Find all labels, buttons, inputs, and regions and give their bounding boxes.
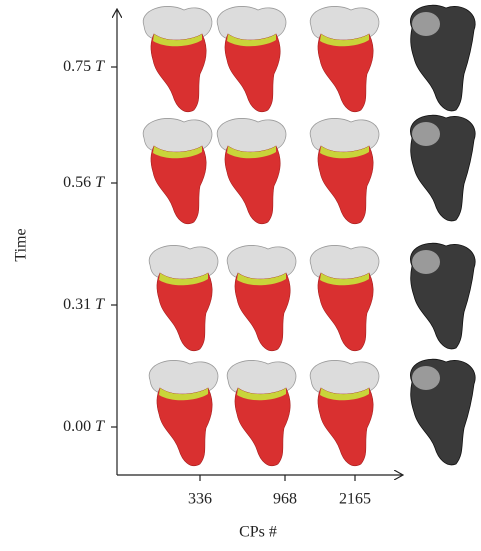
y-tick-label: 0.75 T (63, 58, 105, 75)
x-axis-label: CPs # (239, 524, 277, 541)
tick-unit: T (95, 296, 105, 313)
model-red (142, 5, 213, 113)
model-red (309, 5, 380, 113)
model-mesh (409, 4, 476, 112)
y-ticks (111, 66, 356, 481)
model-red (309, 244, 380, 352)
model-red (309, 359, 380, 467)
model-red (148, 244, 219, 352)
model-red (309, 117, 380, 225)
model-mesh (409, 242, 476, 350)
model-red (226, 359, 297, 467)
tick-value: 0.75 (63, 58, 91, 75)
tick-unit: T (95, 58, 105, 75)
y-tick-label: 0.00 T (63, 418, 105, 435)
x-tick-label: 336 (188, 491, 212, 508)
model-mesh (409, 358, 476, 466)
y-tick-label: 0.56 T (63, 174, 105, 191)
x-tick-label: 2165 (339, 491, 371, 508)
model-red (142, 117, 213, 225)
model-red (216, 5, 287, 113)
model-mesh (409, 114, 476, 222)
tick-value: 0.00 (63, 418, 91, 435)
shapes (142, 4, 476, 467)
y-axis-label: Time (13, 228, 30, 261)
tick-unit: T (95, 418, 105, 435)
tick-unit: T (95, 174, 105, 191)
tick-value: 0.31 (63, 296, 91, 313)
tick-value: 0.56 (63, 174, 91, 191)
model-red (148, 359, 219, 467)
model-red (216, 117, 287, 225)
model-red (226, 244, 297, 352)
y-tick-label: 0.31 T (63, 296, 105, 313)
x-tick-label: 968 (273, 491, 297, 508)
